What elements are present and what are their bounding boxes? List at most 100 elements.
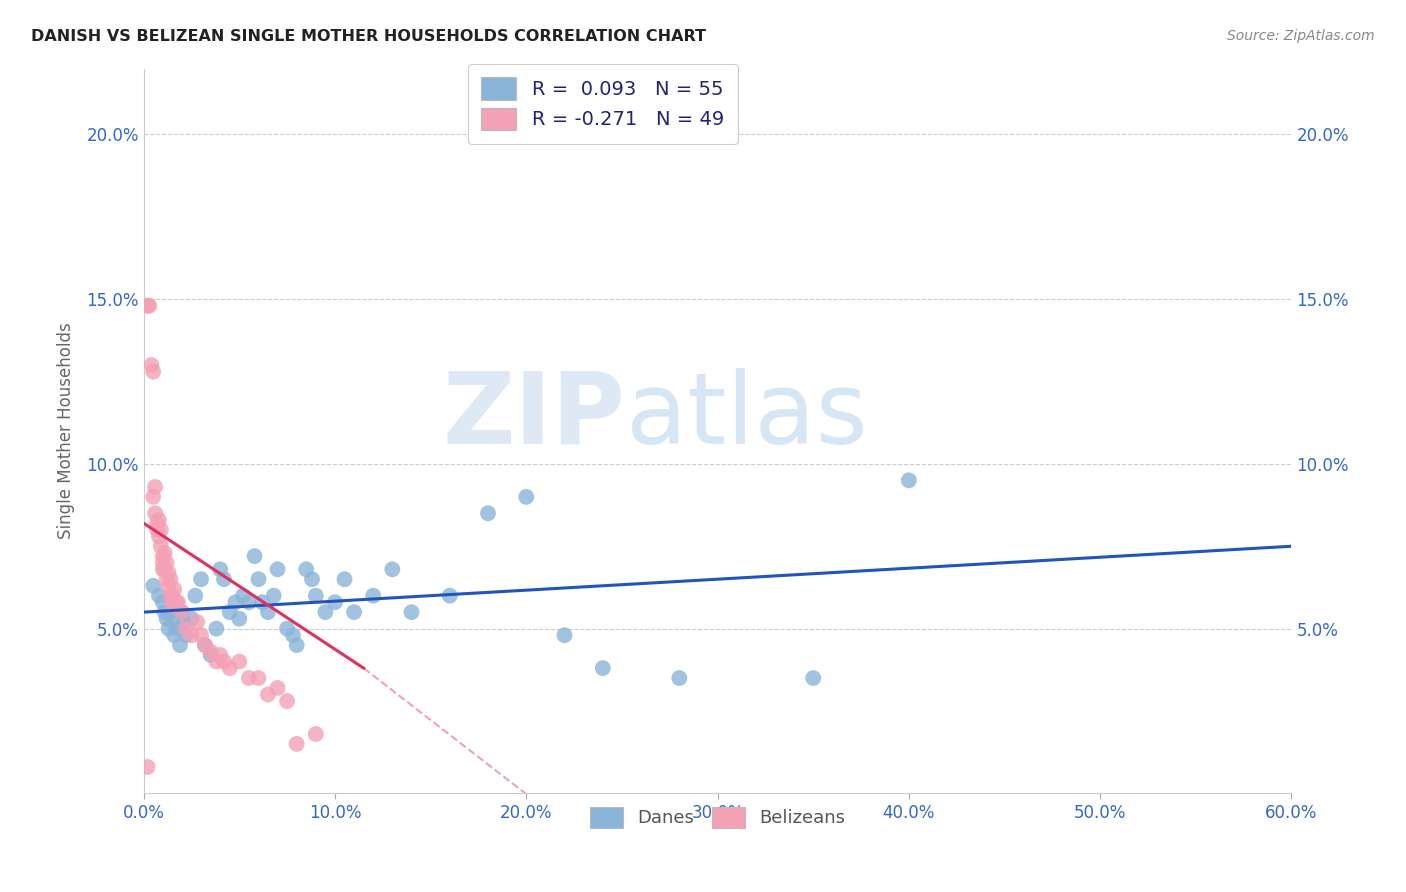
Point (477, 506, 499, 520)
Point (174, 628, 197, 642)
Point (136, 760, 159, 774)
Point (285, 638, 308, 652)
Point (205, 655, 228, 669)
Point (257, 605, 280, 619)
Point (155, 612, 177, 626)
Point (361, 589, 384, 603)
Point (170, 605, 193, 619)
Point (323, 595, 346, 609)
Point (228, 612, 250, 626)
Point (305, 727, 328, 741)
Point (149, 539, 172, 553)
Point (142, 365, 165, 379)
Point (276, 694, 298, 708)
Point (266, 562, 288, 576)
Point (146, 523, 169, 537)
Point (152, 556, 174, 570)
Point (162, 615, 184, 629)
Point (276, 622, 298, 636)
Point (142, 490, 165, 504)
Point (897, 474, 920, 488)
Point (157, 566, 180, 580)
Point (143, 506, 166, 520)
Point (155, 556, 177, 570)
Point (305, 589, 328, 603)
Point (169, 638, 191, 652)
Legend: Danes, Belizeans: Danes, Belizeans (583, 800, 852, 835)
Point (301, 572, 323, 586)
Point (247, 572, 270, 586)
Point (143, 480, 166, 494)
Point (209, 648, 232, 662)
Point (668, 671, 690, 685)
Point (146, 516, 169, 531)
Point (162, 589, 184, 603)
Point (152, 562, 174, 576)
Point (167, 622, 190, 636)
Point (163, 628, 186, 642)
Point (165, 595, 187, 609)
Text: DANISH VS BELIZEAN SINGLE MOTHER HOUSEHOLDS CORRELATION CHART: DANISH VS BELIZEAN SINGLE MOTHER HOUSEHO… (31, 29, 706, 44)
Point (200, 648, 222, 662)
Point (554, 628, 576, 642)
Point (149, 523, 172, 537)
Point (159, 589, 181, 603)
Point (266, 681, 288, 695)
Y-axis label: Single Mother Households: Single Mother Households (58, 323, 75, 540)
Point (205, 622, 228, 636)
Point (212, 655, 235, 669)
Point (153, 562, 176, 576)
Point (263, 589, 285, 603)
Point (141, 358, 163, 372)
Point (190, 628, 212, 642)
Point (224, 595, 246, 609)
Point (157, 622, 180, 636)
Point (243, 549, 266, 563)
Point (801, 671, 824, 685)
Point (173, 615, 195, 629)
Point (167, 595, 190, 609)
Point (148, 589, 170, 603)
Point (159, 572, 181, 586)
Point (343, 605, 366, 619)
Point (138, 299, 160, 313)
Point (200, 645, 222, 659)
Point (218, 661, 240, 675)
Point (592, 661, 614, 675)
Point (232, 589, 254, 603)
Point (252, 595, 274, 609)
Point (194, 638, 217, 652)
Text: atlas: atlas (626, 368, 868, 465)
Point (238, 671, 260, 685)
Point (281, 628, 304, 642)
Point (228, 655, 250, 669)
Point (212, 572, 235, 586)
Point (333, 572, 356, 586)
Point (148, 513, 170, 527)
Point (381, 562, 404, 576)
Point (295, 562, 318, 576)
Point (184, 589, 207, 603)
Point (148, 529, 170, 543)
Point (170, 605, 193, 619)
Point (153, 605, 176, 619)
Point (174, 622, 197, 636)
Point (209, 562, 232, 576)
Point (401, 605, 423, 619)
Point (186, 615, 208, 629)
Point (247, 671, 270, 685)
Point (218, 605, 240, 619)
Point (152, 549, 174, 563)
Point (159, 605, 181, 619)
Point (257, 688, 280, 702)
Point (238, 595, 260, 609)
Point (163, 582, 186, 596)
Point (515, 490, 537, 504)
Point (180, 612, 202, 626)
Point (157, 579, 180, 593)
Point (155, 572, 177, 586)
Point (194, 638, 217, 652)
Text: ZIP: ZIP (443, 368, 626, 465)
Point (314, 605, 336, 619)
Point (165, 602, 187, 616)
